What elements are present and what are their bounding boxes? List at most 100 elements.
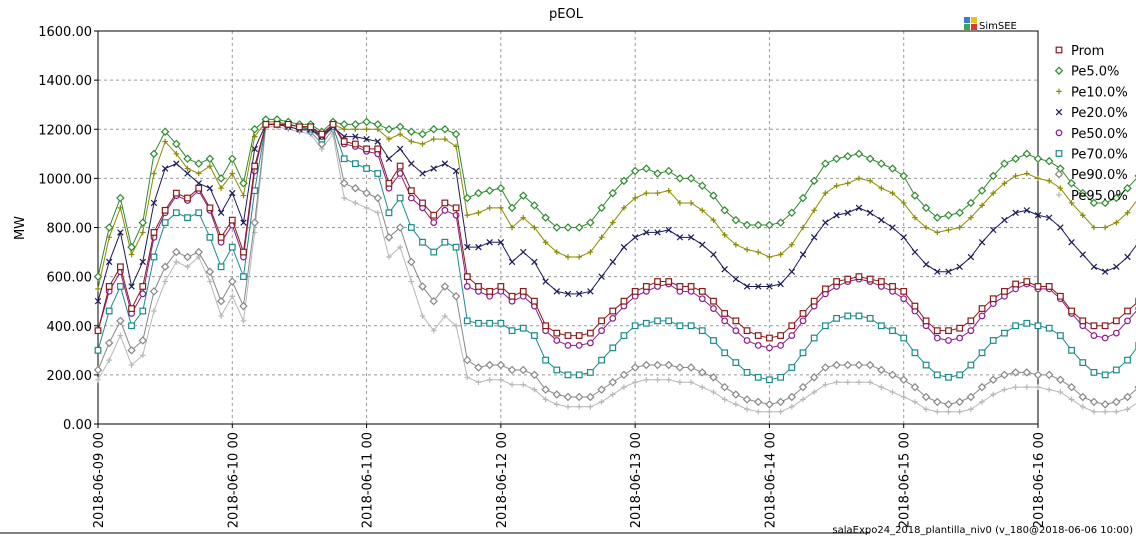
data-point [216, 296, 226, 306]
data-point [1068, 346, 1075, 354]
data-point [284, 120, 292, 128]
data-point [530, 201, 539, 210]
data-point [474, 363, 483, 372]
data-point [149, 149, 159, 159]
data-point [161, 219, 169, 226]
data-point [441, 160, 449, 167]
data-point [865, 154, 875, 163]
data-point [183, 252, 192, 262]
data-point [777, 373, 785, 381]
data-point [351, 140, 359, 148]
x-tick-label: 2018-06-14 00 [763, 432, 778, 528]
legend-label: Pe95.0% [1071, 189, 1128, 204]
data-point [1024, 170, 1030, 177]
data-point [608, 188, 618, 198]
data-point [508, 292, 516, 300]
data-point [1001, 180, 1008, 187]
data-point [451, 129, 461, 139]
data-point [833, 182, 840, 189]
data-point [218, 313, 224, 319]
data-point [440, 125, 450, 134]
data-point [731, 390, 741, 399]
data-point [968, 406, 974, 413]
data-point [1001, 287, 1008, 295]
data-point [1056, 292, 1064, 300]
data-point [184, 214, 191, 222]
data-point [497, 283, 505, 290]
data-point [531, 224, 538, 231]
data-point [979, 399, 985, 405]
data-point [990, 391, 997, 398]
data-point [699, 241, 706, 248]
data-point [609, 314, 617, 322]
data-point [94, 297, 102, 305]
data-point [1112, 329, 1120, 337]
data-point [1079, 251, 1086, 258]
data-point [430, 136, 437, 142]
data-point [563, 392, 573, 402]
data-point [407, 187, 415, 195]
data-point [1101, 268, 1109, 275]
data-point [743, 337, 751, 344]
data-point [586, 369, 594, 376]
data-point [173, 259, 180, 265]
data-point [216, 174, 226, 183]
data-point [766, 344, 773, 352]
data-point [721, 266, 728, 273]
data-point [598, 327, 605, 335]
data-point [575, 290, 583, 298]
data-point [486, 376, 493, 383]
data-point [687, 283, 695, 290]
data-point [888, 370, 897, 380]
data-point [117, 332, 124, 339]
data-point [463, 283, 471, 290]
data-point [374, 209, 381, 216]
data-point [250, 218, 259, 227]
data-point [138, 336, 148, 345]
data-point [945, 268, 952, 275]
data-point [363, 135, 370, 143]
data-point [507, 365, 517, 375]
data-point [923, 406, 929, 413]
data-point [630, 166, 640, 176]
data-point [1024, 384, 1030, 390]
data-point [1124, 253, 1131, 261]
data-point [977, 186, 987, 195]
data-point [239, 179, 248, 188]
data-point [934, 229, 941, 236]
data-point [900, 394, 907, 400]
data-point [127, 242, 136, 252]
legend-label: Pe70.0% [1071, 148, 1128, 163]
data-point [541, 213, 550, 222]
data-point [844, 209, 851, 216]
data-point [1090, 369, 1098, 376]
data-point [1068, 239, 1075, 246]
data-point [598, 317, 605, 325]
data-point [341, 195, 347, 201]
data-point [1102, 408, 1108, 415]
data-point [877, 159, 886, 168]
data-point [1001, 329, 1008, 337]
data-point [1034, 322, 1042, 330]
data-point [766, 408, 773, 415]
data-point [351, 160, 359, 168]
data-point [1012, 209, 1019, 216]
data-point [183, 154, 192, 163]
data-point [1090, 332, 1098, 339]
data-point [397, 244, 403, 250]
data-point [441, 206, 449, 214]
legend-item: Pe5.0% [1054, 65, 1119, 80]
data-point [832, 154, 841, 163]
data-point [229, 189, 236, 197]
data-point [665, 278, 673, 285]
data-point [1057, 185, 1064, 191]
data-point [721, 349, 729, 357]
legend-item: Pe70.0% [1055, 148, 1128, 163]
data-point [856, 379, 862, 386]
data-point [441, 199, 449, 207]
data-point [710, 217, 717, 223]
data-point [1112, 317, 1120, 325]
data-point [352, 200, 359, 206]
data-point [900, 334, 908, 342]
data-point [933, 397, 942, 407]
